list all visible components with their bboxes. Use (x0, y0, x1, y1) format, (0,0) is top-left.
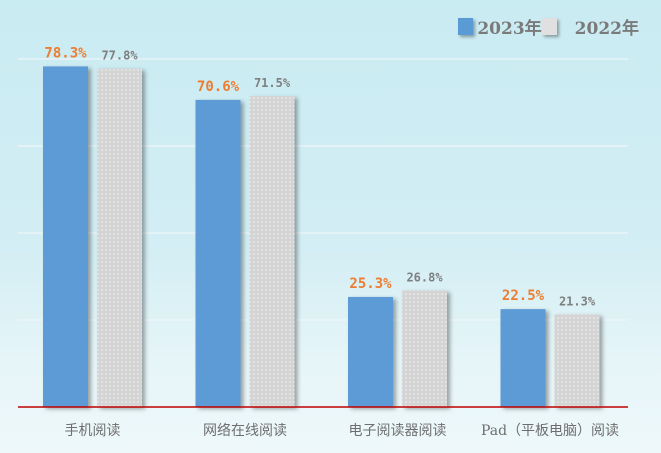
data-label: 71.5% (254, 76, 291, 90)
category-label: 电子阅读器阅读 (349, 422, 447, 439)
bar-2022 (97, 68, 142, 407)
data-label: 70.6% (197, 79, 240, 95)
data-label: 77.8% (101, 49, 138, 63)
legend-label-2023: 2023年 (477, 19, 542, 39)
legend: 2023年 2022年 (458, 14, 639, 39)
bar-2022 (554, 314, 600, 407)
bar-2023 (195, 99, 241, 407)
bar-2023 (43, 66, 88, 408)
data-label: 25.3% (349, 276, 392, 292)
bar-2023 (500, 309, 546, 407)
legend-item-2023: 2023年 (458, 14, 542, 39)
bar-2022 (249, 95, 295, 407)
category-label: 手机阅读 (65, 422, 121, 439)
data-label: 21.3% (559, 294, 596, 308)
category-label: 网络在线阅读 (203, 422, 287, 439)
legend-swatch-2023 (458, 18, 474, 35)
legend-label-2022: 2022年 (574, 19, 639, 39)
bar-2023 (348, 296, 393, 407)
bar-2022 (402, 290, 447, 407)
data-label: 22.5% (502, 288, 545, 304)
data-label: 26.8% (406, 270, 443, 284)
category-label: Pad（平板电脑）阅读 (481, 422, 619, 439)
data-label: 78.3% (44, 45, 87, 61)
legend-swatch-2022 (541, 18, 557, 35)
legend-item-2022: 2022年 (541, 14, 639, 39)
